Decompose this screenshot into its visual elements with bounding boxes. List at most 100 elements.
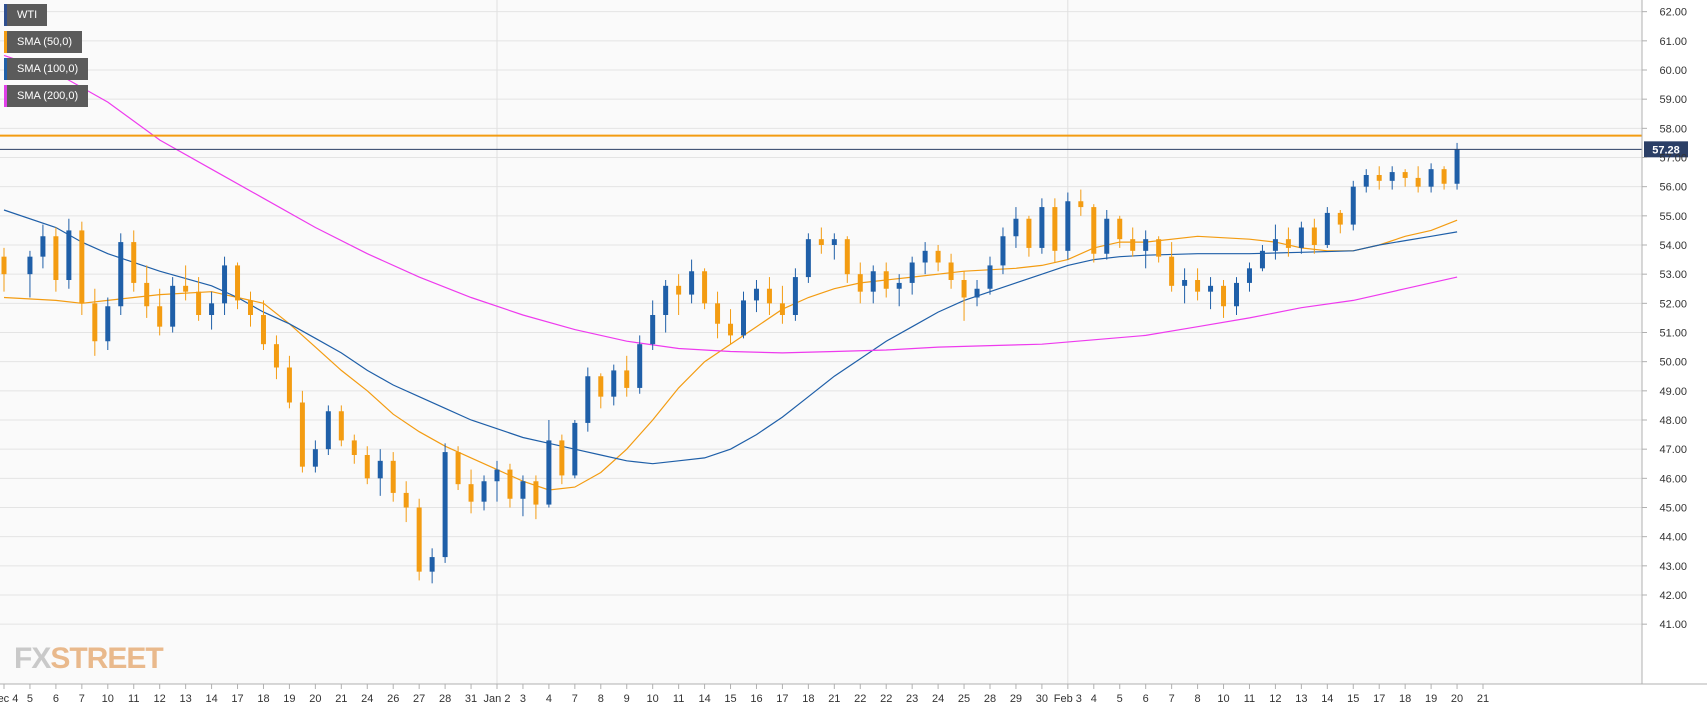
candle-body <box>377 460 383 479</box>
sma50-color-swatch <box>4 31 7 53</box>
sma100-color-swatch <box>4 58 7 80</box>
candle-body <box>1182 280 1188 286</box>
fxstreet-logo: FXSTREET <box>14 642 164 675</box>
candle-body <box>585 376 591 423</box>
candle-body <box>559 440 565 476</box>
x-tick-label: 21 <box>828 693 840 705</box>
x-tick-label: 14 <box>205 693 217 705</box>
candle-body <box>676 285 682 295</box>
x-tick-label: 22 <box>880 693 892 705</box>
candle-body <box>248 300 253 315</box>
candle-body <box>753 288 759 301</box>
candle-body <box>442 452 448 558</box>
x-tick-label: 4 <box>1091 693 1097 705</box>
candle-body <box>896 282 902 289</box>
s500-line <box>3 219 1458 491</box>
candle-body <box>468 484 474 502</box>
sma200-color-swatch <box>4 85 7 107</box>
x-tick-label: Feb 3 <box>1054 693 1082 705</box>
candle-body <box>144 282 150 307</box>
candle-body <box>1052 207 1058 251</box>
candle-body <box>66 230 72 280</box>
y-tick-label: 53.00 <box>1659 269 1687 281</box>
x-tick-label: 30 <box>1036 693 1048 705</box>
legend-item-wti[interactable]: WTI <box>4 4 48 26</box>
x-tick-label: 11 <box>1244 693 1255 705</box>
candle-body <box>260 315 266 345</box>
candle-body <box>507 469 513 499</box>
y-tick-label: 44.00 <box>1659 532 1687 544</box>
candle-body <box>741 300 746 336</box>
x-tick-label: 24 <box>932 693 944 705</box>
candle-body <box>1454 149 1460 184</box>
x-tick-label: 5 <box>27 693 33 705</box>
candle-body <box>831 239 837 245</box>
s200-line <box>3 54 1458 354</box>
chart-background <box>0 0 1642 684</box>
legend-label: SMA (200,0) <box>17 90 79 102</box>
x-tick-label: 14 <box>1321 693 1333 705</box>
candle-body <box>1208 285 1214 292</box>
x-tick-label: 10 <box>102 693 114 705</box>
candle-body <box>1000 236 1006 266</box>
legend-item-sma100[interactable]: SMA (100,0) <box>4 58 89 80</box>
candle-body <box>805 239 811 278</box>
y-tick-label: 41.00 <box>1659 619 1687 631</box>
x-tick-label: 23 <box>906 693 918 705</box>
candle-body <box>766 288 772 304</box>
candle-body <box>1324 212 1330 245</box>
candle-body <box>196 291 202 315</box>
x-tick-label: 9 <box>624 693 630 705</box>
y-tick-label: 49.00 <box>1659 386 1687 398</box>
candle-body <box>157 306 163 327</box>
candle-body <box>533 481 539 505</box>
candle-body <box>909 262 915 283</box>
candle-body <box>728 323 734 336</box>
candle-body <box>40 236 46 257</box>
candle-body <box>338 411 344 441</box>
candle-body <box>403 492 409 508</box>
candle-body <box>429 557 435 572</box>
candle-body <box>1389 172 1395 181</box>
candle-body <box>222 265 228 304</box>
x-tick-label: 18 <box>1399 693 1411 705</box>
candle-body <box>1091 207 1097 254</box>
x-tick-label: 4 <box>546 693 552 705</box>
x-tick-label: 17 <box>776 693 788 705</box>
candle-body <box>105 306 111 342</box>
candle-body <box>818 239 824 245</box>
candle-body <box>870 271 876 292</box>
x-tick-label: Dec 4 <box>0 693 18 705</box>
candle-body <box>1169 256 1175 286</box>
candle-body <box>183 285 189 292</box>
y-tick-label: 57.00 <box>1659 153 1687 165</box>
candle-body <box>1246 268 1252 283</box>
y-tick-label: 46.00 <box>1659 473 1687 485</box>
candle-body <box>131 242 137 283</box>
candle-body <box>1143 239 1149 251</box>
y-tick-label: 60.00 <box>1659 65 1687 77</box>
candle-body <box>1285 239 1291 248</box>
y-tick-label: 59.00 <box>1659 94 1687 106</box>
x-tick-label: 11 <box>128 693 139 705</box>
x-tick-label: Jan 2 <box>484 693 511 705</box>
x-tick-label: 26 <box>387 693 399 705</box>
candle-body <box>312 449 318 467</box>
candle-body <box>1013 218 1019 237</box>
legend-item-sma200[interactable]: SMA (200,0) <box>4 85 89 107</box>
x-tick-label: 3 <box>520 693 526 705</box>
y-tick-label: 52.00 <box>1659 298 1687 310</box>
current-price-badge <box>1644 141 1688 158</box>
x-tick-label: 28 <box>984 693 996 705</box>
candle-body <box>351 440 357 455</box>
candle-body <box>325 411 331 450</box>
y-tick-label: 62.00 <box>1659 7 1687 19</box>
candle-body <box>455 452 461 485</box>
x-tick-label: 20 <box>1451 693 1463 705</box>
legend-label: SMA (50,0) <box>17 36 73 48</box>
candle-body <box>1350 186 1356 225</box>
x-tick-label: 31 <box>465 693 477 705</box>
wti-color-swatch <box>4 4 7 26</box>
legend-item-sma50[interactable]: SMA (50,0) <box>4 31 83 53</box>
